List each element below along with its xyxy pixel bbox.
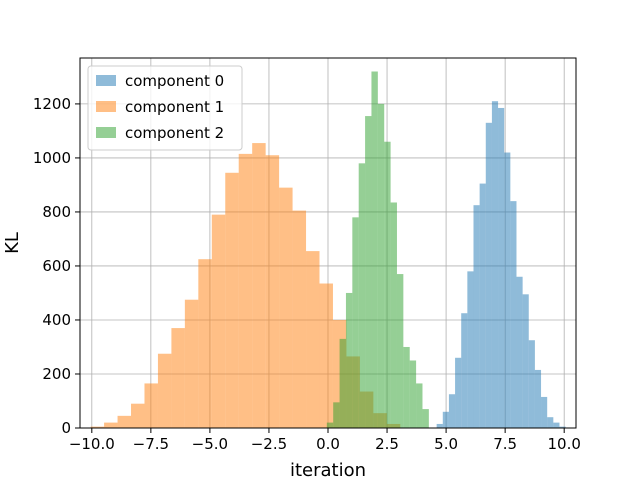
histogram-bar [422,409,429,428]
histogram-bar [211,214,226,428]
y-tick-label: 0 [61,419,71,437]
histogram-bar [409,360,417,428]
legend-entry-label: component 0 [125,72,224,90]
histogram-bars [90,71,566,429]
y-tick-label: 1200 [33,95,71,113]
x-tick-label: −2.5 [251,435,287,453]
histogram-bar [377,103,385,428]
x-tick-label: −7.5 [133,435,169,453]
histogram-bar [559,426,566,428]
histogram-bar [225,172,239,428]
histogram-bar [365,116,372,428]
histogram-bar [279,187,293,428]
histogram-bar [442,411,449,428]
histogram-bar [448,394,456,428]
histogram-bar [390,202,397,428]
histogram-bar [396,274,404,428]
histogram-bar [473,205,480,428]
histogram-bar [90,426,105,428]
y-tick-label: 400 [42,311,71,329]
histogram-bar [522,294,529,428]
histogram-bar [491,101,499,429]
histogram-bar [265,155,280,429]
histogram-bar [461,313,468,428]
histogram-bar [184,299,199,428]
histogram-bar [534,369,542,428]
x-tick-label: 0.0 [316,435,340,453]
x-tick-label: 2.5 [375,435,399,453]
histogram-bar [117,415,132,428]
histogram-bar [528,340,535,428]
histogram-bar [319,283,333,428]
x-tick-label: 5.0 [434,435,458,453]
histogram-bar [504,152,511,428]
histogram-bar [238,153,253,428]
x-axis-ticks: −10.0 −7.5 −5.0 −2.5 0.0 2.5 5.0 7.5 10.0 [69,428,581,453]
legend-swatch [96,127,116,138]
y-tick-label: 800 [42,203,71,221]
histogram-bar [358,163,366,428]
histogram-bar [498,107,505,428]
histogram-bar [371,71,378,428]
histogram-bar [541,396,548,428]
histogram-bar [326,422,334,428]
histogram-bar [416,383,423,428]
histogram-bar [384,141,391,428]
series-2-bars [326,71,429,428]
legend-swatch [96,75,116,86]
histogram-bar [352,217,359,428]
histogram-bar [403,346,410,428]
histogram-bar [333,402,340,428]
y-tick-label: 1000 [33,149,71,167]
y-tick-label: 200 [42,365,71,383]
x-axis-label: iteration [290,460,366,480]
x-tick-label: 10.0 [547,435,580,453]
x-tick-label: −5.0 [192,435,228,453]
legend-swatch [96,101,116,112]
histogram-bar [467,271,474,428]
histogram-bar [485,122,492,429]
legend-entry-label: component 1 [125,98,224,116]
histogram-bar [436,423,443,428]
histogram-bar [292,210,307,428]
histogram-bar [510,201,517,428]
legend-box [87,65,243,151]
y-tick-label: 600 [42,257,71,275]
histogram-bar [131,403,145,428]
histogram-bar [479,183,486,428]
x-tick-label: 7.5 [493,435,517,453]
histogram-bar [547,417,554,428]
histogram-bar [157,353,172,428]
legend-entry-label: component 2 [125,124,224,142]
histogram-bar [339,338,346,428]
x-tick-label: −10.0 [69,435,115,453]
histogram-bar [144,383,158,428]
histogram-bar [252,143,266,428]
y-axis-ticks: 0 200 400 600 800 1000 1200 [33,95,80,437]
histogram-bar [198,259,212,428]
histogram-bar [553,422,560,428]
histogram-bar [455,357,462,428]
legend: component 0 component 1 component 2 [87,65,243,151]
histogram-bar [171,328,185,428]
histogram-bar [306,251,320,428]
histogram-bar [516,276,523,428]
series-0-bars [436,101,566,429]
histogram-bar [104,422,118,428]
y-axis-label: KL [2,232,23,254]
histogram-bar [345,292,353,428]
